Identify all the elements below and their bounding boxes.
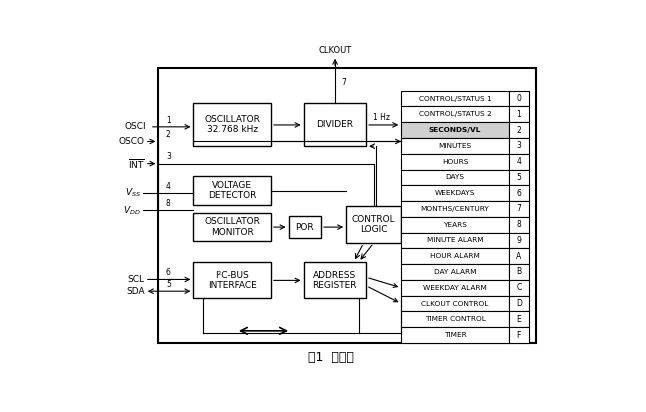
Bar [289, 216, 321, 238]
Text: MINUTE ALARM: MINUTE ALARM [426, 237, 483, 243]
Bar [509, 185, 529, 201]
Text: ADDRESS
REGISTER: ADDRESS REGISTER [313, 271, 357, 290]
Text: 7: 7 [516, 204, 521, 213]
Text: CONTROL/STATUS 1: CONTROL/STATUS 1 [419, 96, 492, 102]
Text: C: C [516, 283, 521, 292]
Bar [158, 68, 536, 343]
Bar [401, 233, 509, 248]
Text: OSCILLATOR
MONITOR: OSCILLATOR MONITOR [204, 218, 260, 237]
Bar [304, 262, 366, 298]
Text: 1: 1 [166, 116, 171, 124]
Bar [401, 185, 509, 201]
Bar [401, 280, 509, 296]
Text: YEARS: YEARS [443, 222, 467, 228]
Text: 8: 8 [516, 220, 521, 229]
Bar [401, 311, 509, 327]
Text: 3: 3 [166, 152, 171, 162]
Text: 1: 1 [516, 110, 521, 119]
Text: $V_{DD}$: $V_{DD}$ [123, 204, 141, 217]
Bar [509, 311, 529, 327]
Bar [304, 103, 366, 146]
Text: 5: 5 [166, 280, 171, 289]
Text: MINUTES: MINUTES [439, 143, 472, 149]
Text: CONTROL/STATUS 2: CONTROL/STATUS 2 [419, 111, 492, 117]
Text: $V_{SS}$: $V_{SS}$ [125, 187, 141, 199]
Text: B: B [516, 267, 521, 276]
Bar [509, 122, 529, 138]
Text: MONTHS/CENTURY: MONTHS/CENTURY [421, 206, 490, 212]
Text: WEEKDAYS: WEEKDAYS [435, 190, 475, 196]
Text: SECONDS/VL: SECONDS/VL [429, 127, 481, 133]
Text: 图1  方框图: 图1 方框图 [308, 351, 354, 364]
Bar [401, 327, 509, 343]
Bar [401, 296, 509, 311]
Bar [509, 296, 529, 311]
Bar [401, 201, 509, 217]
Text: I²C-BUS
INTERFACE: I²C-BUS INTERFACE [208, 271, 256, 290]
Text: 6: 6 [166, 268, 171, 277]
Bar [193, 213, 271, 241]
Text: VOLTAGE
DETECTOR: VOLTAGE DETECTOR [208, 181, 256, 200]
Text: 2: 2 [516, 126, 521, 135]
Text: DAY ALARM: DAY ALARM [433, 269, 476, 275]
Text: F: F [517, 330, 521, 339]
Text: D: D [516, 299, 522, 308]
Text: 9: 9 [516, 236, 521, 245]
Bar [509, 280, 529, 296]
Bar [509, 106, 529, 122]
Text: CLKOUT CONTROL: CLKOUT CONTROL [421, 300, 488, 307]
Text: 1 Hz: 1 Hz [373, 113, 390, 122]
Bar [509, 169, 529, 185]
Bar [509, 327, 529, 343]
Bar [193, 176, 271, 205]
Text: 0: 0 [516, 94, 521, 103]
Bar [401, 91, 509, 106]
Text: CONTROL
LOGIC: CONTROL LOGIC [352, 215, 395, 234]
Bar [509, 233, 529, 248]
Text: TIMER CONTROL: TIMER CONTROL [424, 316, 485, 322]
Text: DAYS: DAYS [446, 174, 464, 180]
Bar [346, 206, 401, 243]
Text: SCL: SCL [128, 275, 145, 284]
Bar [401, 217, 509, 233]
Text: TIMER: TIMER [444, 332, 466, 338]
Text: 3: 3 [516, 141, 521, 150]
Text: 4: 4 [166, 182, 171, 191]
Text: HOURS: HOURS [442, 159, 468, 165]
Bar [401, 122, 509, 138]
Bar [193, 262, 271, 298]
Bar [509, 91, 529, 106]
Text: OSCI: OSCI [124, 122, 146, 131]
Text: 6: 6 [516, 189, 521, 198]
Text: SDA: SDA [126, 287, 145, 296]
Bar [401, 248, 509, 264]
Text: WEEKDAY ALARM: WEEKDAY ALARM [423, 285, 487, 291]
Bar [509, 201, 529, 217]
Bar [401, 106, 509, 122]
Text: 4: 4 [516, 157, 521, 166]
Bar [193, 103, 271, 146]
Bar [509, 138, 529, 154]
Text: 2: 2 [166, 130, 171, 139]
Text: POR: POR [295, 222, 314, 232]
Bar [401, 154, 509, 169]
Bar [401, 138, 509, 154]
Bar [401, 264, 509, 280]
Text: OSCO: OSCO [119, 137, 145, 146]
Text: 5: 5 [516, 173, 521, 182]
Bar [509, 248, 529, 264]
Text: E: E [516, 315, 521, 324]
Bar [509, 264, 529, 280]
Text: OSCILLATOR
32.768 kHz: OSCILLATOR 32.768 kHz [204, 115, 260, 134]
Bar [509, 217, 529, 233]
Text: HOUR ALARM: HOUR ALARM [430, 253, 480, 259]
Text: A: A [516, 252, 521, 261]
Bar [401, 169, 509, 185]
Text: $\overline{\rm INT}$: $\overline{\rm INT}$ [128, 157, 145, 171]
Text: CLKOUT: CLKOUT [318, 45, 351, 54]
Text: 8: 8 [166, 199, 171, 208]
Text: 7: 7 [341, 78, 346, 87]
Bar [509, 154, 529, 169]
Text: DIVIDER: DIVIDER [317, 120, 353, 129]
